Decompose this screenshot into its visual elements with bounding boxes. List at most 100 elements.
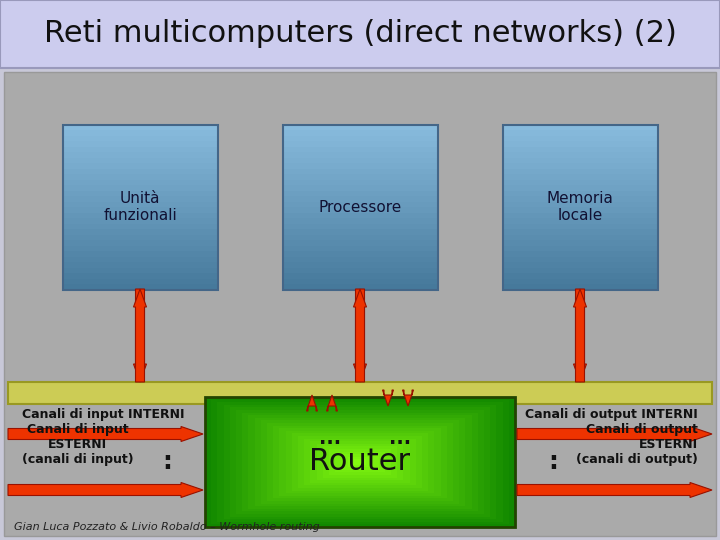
FancyArrow shape [133,289,146,382]
Bar [282,284,438,289]
Bar [503,201,657,207]
Bar [205,397,515,527]
FancyArrow shape [517,427,712,442]
FancyArrow shape [354,289,366,382]
Bar [503,213,657,218]
Bar [282,262,438,267]
Bar [503,251,657,256]
Bar [282,136,438,141]
Bar [503,185,657,191]
Bar [348,457,372,467]
Text: Unità
funzionali: Unità funzionali [103,191,177,223]
Bar [63,168,217,174]
Bar [503,229,657,234]
Bar [63,273,217,279]
Text: Processore: Processore [318,199,402,214]
Bar [282,213,438,218]
Bar [279,428,441,496]
Bar [63,191,217,196]
Bar [282,279,438,284]
Bar [282,158,438,163]
Bar [503,262,657,267]
Bar [63,136,217,141]
Bar [503,141,657,146]
Bar [63,267,217,273]
Bar [63,201,217,207]
Bar [4,72,716,536]
Bar [63,125,217,289]
FancyArrow shape [517,483,712,497]
Bar [282,163,438,168]
FancyArrow shape [8,483,203,497]
Bar [63,125,217,130]
Bar [503,273,657,279]
Bar [63,174,217,179]
Bar [503,284,657,289]
Bar [63,152,217,158]
Bar [298,436,422,488]
Bar [282,234,438,240]
Bar [503,130,657,136]
Bar [310,441,410,483]
Text: :: : [548,450,558,474]
Bar [273,426,447,498]
Bar [282,185,438,191]
Bar [282,168,438,174]
Bar [503,125,657,289]
Bar [63,163,217,168]
FancyArrow shape [402,390,413,406]
Bar [503,267,657,273]
Bar [267,423,453,501]
Bar [282,146,438,152]
Bar [63,224,217,229]
Bar [282,240,438,246]
Bar [304,438,416,485]
Bar [63,218,217,224]
Bar [8,382,712,404]
Bar [63,262,217,267]
Bar [282,130,438,136]
Bar [503,125,657,130]
Bar [282,196,438,201]
Bar [63,234,217,240]
Bar [317,444,403,480]
Bar [63,130,217,136]
Bar [63,207,217,213]
Bar [282,125,438,289]
Bar [503,146,657,152]
Bar [282,218,438,224]
Bar [217,402,503,522]
Bar [63,256,217,262]
Bar [282,174,438,179]
Bar [63,141,217,146]
Bar [503,174,657,179]
Text: Canali di input INTERNI: Canali di input INTERNI [22,408,184,421]
Bar [503,168,657,174]
Bar [63,158,217,163]
Bar [63,179,217,185]
Bar [286,431,434,493]
Text: Canali di output INTERNI: Canali di output INTERNI [526,408,698,421]
Bar [63,246,217,251]
Bar [503,152,657,158]
Bar [282,152,438,158]
Bar [503,163,657,168]
Bar [282,229,438,234]
Bar [63,185,217,191]
Bar [63,213,217,218]
Text: Router: Router [310,448,410,476]
Bar [341,454,379,470]
FancyArrow shape [382,390,394,406]
Bar [282,191,438,196]
Bar [282,267,438,273]
Bar [0,0,720,68]
Bar [503,196,657,201]
Bar [63,196,217,201]
FancyArrow shape [326,395,338,411]
Bar [63,284,217,289]
Bar [503,218,657,224]
Text: ...: ... [389,429,411,448]
Text: :: : [162,450,172,474]
Text: Canali di input
ESTERNI
(canali di input): Canali di input ESTERNI (canali di input… [22,422,134,465]
Text: Gian Luca Pozzato & Livio Robaldo – Wormhole routing: Gian Luca Pozzato & Livio Robaldo – Worm… [14,522,320,532]
